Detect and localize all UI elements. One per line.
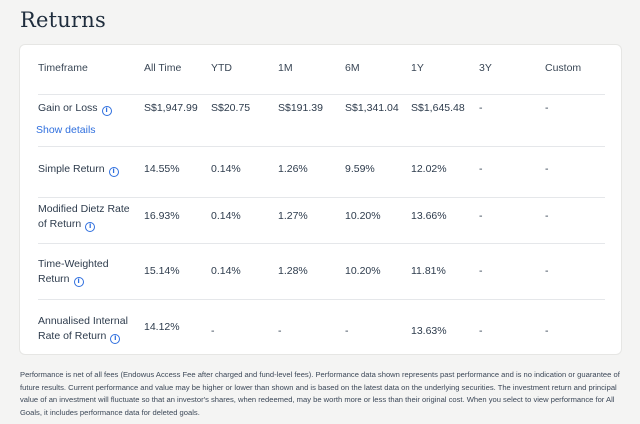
info-icon[interactable]: i [85, 222, 96, 232]
column-header-1m: 1M [278, 62, 293, 74]
cell-1y: 12.02% [411, 163, 447, 175]
table-row-time-weighted: Time-Weighted Return i 15.14% 0.14% 1.28%… [38, 245, 605, 300]
cell-6m: 9.59% [345, 163, 375, 175]
column-header-3y: 3Y [479, 62, 492, 74]
cell-ytd: 0.14% [211, 210, 241, 222]
cell-ytd: 0.14% [211, 163, 241, 175]
column-header-ytd: YTD [211, 62, 232, 74]
cell-3y: - [479, 102, 483, 114]
table-header: Timeframe All Time YTD 1M 6M 1Y 3Y Custo… [38, 45, 605, 95]
row-label-text: Gain or Loss [38, 102, 98, 114]
cell-3y: - [479, 325, 483, 337]
row-label-gain-or-loss: Gain or Loss i [38, 101, 112, 116]
cell-custom: - [545, 210, 549, 222]
cell-1y: 11.81% [411, 265, 446, 277]
show-details-link[interactable]: Show details [36, 124, 96, 136]
column-header-all-time: All Time [144, 62, 182, 74]
info-icon[interactable]: i [110, 334, 121, 344]
performance-disclaimer: Performance is net of all fees (Endowus … [20, 370, 620, 417]
cell-1m: - [278, 325, 282, 337]
returns-card: Timeframe All Time YTD 1M 6M 1Y 3Y Custo… [19, 44, 622, 355]
row-label-line-2: Return [38, 273, 70, 285]
cell-1m: 1.27% [278, 210, 308, 222]
table-row-simple-return: Simple Return i 14.55% 0.14% 1.26% 9.59% … [38, 148, 605, 198]
page-title: Returns [20, 8, 106, 32]
row-label-text: Simple Return [38, 163, 105, 175]
row-label-modified-dietz: Modified Dietz Rate of Return i [38, 202, 130, 232]
cell-ytd: 0.14% [211, 265, 241, 277]
cell-3y: - [479, 210, 483, 222]
row-label-line-1: Modified Dietz Rate [38, 203, 130, 215]
cell-1y: S$1,645.48 [411, 102, 465, 114]
cell-ytd: S$20.75 [211, 102, 251, 114]
row-label-line-1: Annualised Internal [38, 315, 128, 327]
cell-6m: - [345, 325, 349, 337]
row-label-time-weighted: Time-Weighted Return i [38, 257, 109, 287]
cell-1m: S$191.39 [278, 102, 323, 114]
table-row-modified-dietz: Modified Dietz Rate of Return i 16.93% 0.… [38, 199, 605, 244]
cell-6m: S$1,341.04 [345, 102, 399, 114]
cell-all-time: 15.14% [144, 265, 180, 277]
cell-custom: - [545, 163, 549, 175]
cell-all-time: 16.93% [144, 210, 180, 222]
cell-custom: - [545, 325, 549, 337]
cell-custom: - [545, 102, 549, 114]
cell-1m: 1.26% [278, 163, 308, 175]
cell-6m: 10.20% [345, 265, 381, 277]
table-row-gain-or-loss: Gain or Loss i Show details S$1,947.99 S$… [36, 96, 605, 147]
column-header-timeframe: Timeframe [38, 62, 88, 74]
cell-custom: - [545, 265, 549, 277]
row-label-line-2: Rate of Return [38, 330, 107, 342]
column-header-6m: 6M [345, 62, 360, 74]
cell-1y: 13.66% [411, 210, 447, 222]
info-icon[interactable]: i [73, 277, 84, 287]
row-label-line-2: of Return [38, 218, 82, 230]
cell-1y: 13.63% [411, 325, 447, 337]
table-row-annualised-irr: Annualised Internal Rate of Return i 14.1… [38, 301, 605, 355]
cell-ytd: - [211, 325, 215, 337]
cell-6m: 10.20% [345, 210, 381, 222]
column-header-1y: 1Y [411, 62, 424, 74]
row-label-annualised-irr: Annualised Internal Rate of Return i [38, 314, 128, 344]
cell-3y: - [479, 265, 483, 277]
cell-all-time: 14.12% [144, 321, 180, 333]
cell-all-time: 14.55% [144, 163, 180, 175]
info-icon[interactable]: i [101, 106, 112, 116]
row-label-simple-return: Simple Return i [38, 162, 119, 177]
cell-3y: - [479, 163, 483, 175]
info-icon[interactable]: i [108, 167, 119, 177]
cell-all-time: S$1,947.99 [144, 102, 198, 114]
row-label-line-1: Time-Weighted [38, 258, 109, 270]
cell-1m: 1.28% [278, 265, 308, 277]
column-header-custom: Custom [545, 62, 582, 74]
